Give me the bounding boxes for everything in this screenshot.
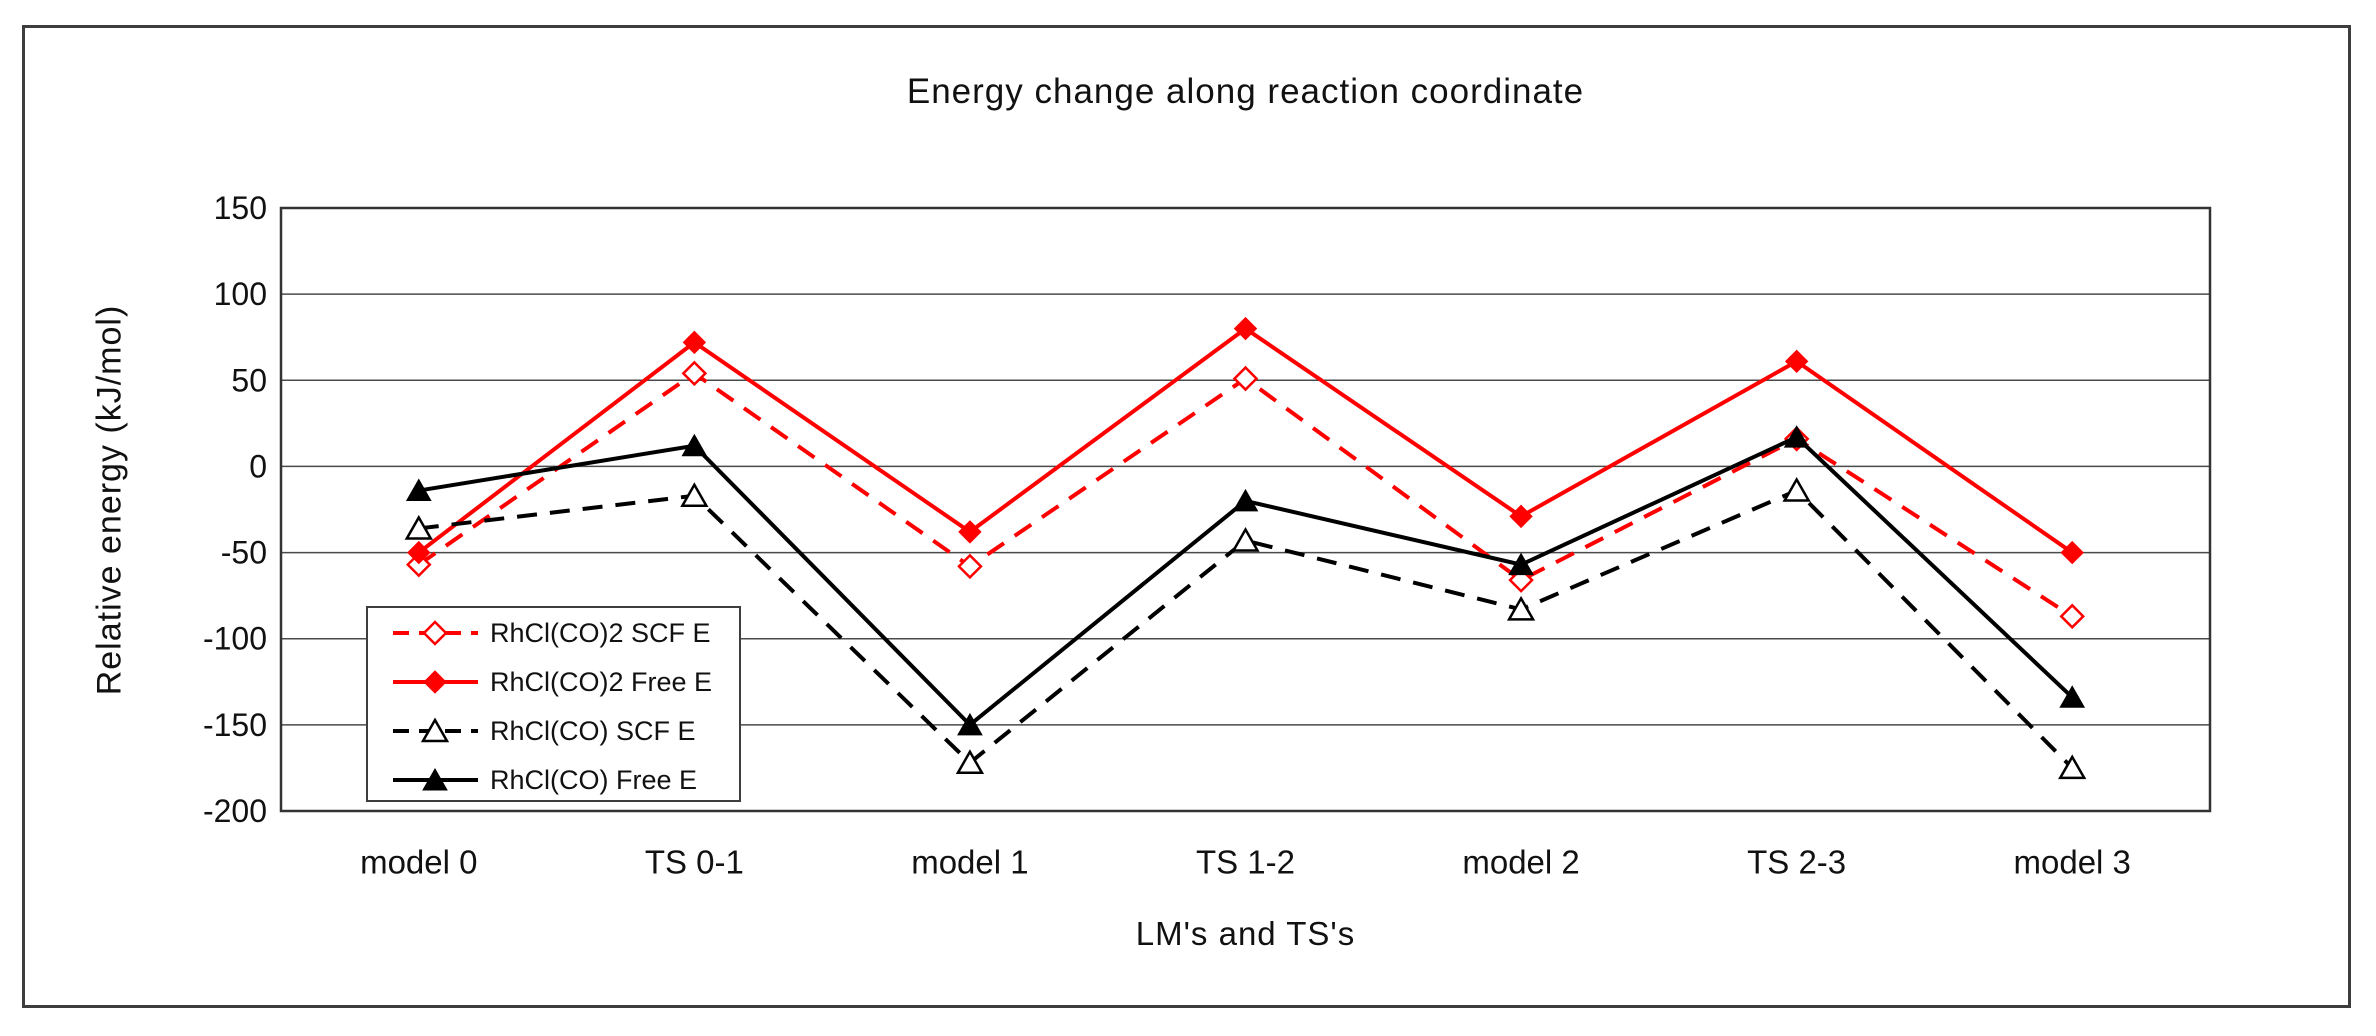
series-3-point-marker bbox=[1508, 552, 1534, 576]
series-0-point-marker bbox=[1232, 365, 1259, 392]
series-3-point-marker bbox=[2059, 685, 2086, 708]
x-tick-label: model 3 bbox=[2014, 844, 2131, 881]
series-line-1 bbox=[417, 326, 2074, 555]
series-2-point-marker bbox=[1231, 526, 1260, 552]
series-2-point-marker bbox=[955, 749, 985, 775]
series-1-point-marker bbox=[1233, 316, 1258, 341]
x-tick-label: TS 2-3 bbox=[1747, 844, 1846, 881]
y-tick-label: -200 bbox=[203, 793, 267, 829]
legend-marker bbox=[420, 717, 450, 743]
y-tick-label: 150 bbox=[214, 190, 267, 226]
legend-marker bbox=[422, 767, 448, 791]
series-1-point-marker bbox=[1509, 504, 1533, 529]
y-tick-label: -150 bbox=[203, 707, 267, 743]
x-tick-label: TS 0-1 bbox=[645, 844, 744, 881]
series-3-point-marker bbox=[681, 433, 708, 457]
x-tick-label: model 1 bbox=[911, 844, 1028, 881]
plot-border bbox=[279, 206, 2212, 813]
legend-label: RhCl(CO) SCF E bbox=[490, 716, 696, 746]
series-0-point-marker bbox=[2059, 603, 2085, 630]
series-3-point-marker bbox=[1783, 425, 1810, 448]
series-1-point-marker bbox=[2060, 540, 2084, 565]
series-3-point-marker bbox=[405, 478, 432, 502]
y-tick-label: 100 bbox=[214, 276, 267, 312]
series-2-point-marker bbox=[404, 514, 433, 540]
series-1-point-marker bbox=[682, 330, 707, 355]
series-2-point-marker bbox=[1506, 595, 1536, 621]
legend-marker bbox=[423, 670, 447, 694]
series-1-point-marker bbox=[958, 520, 982, 544]
legend-label: RhCl(CO)2 Free E bbox=[490, 667, 712, 697]
chart-title: Energy change along reaction coordinate bbox=[906, 72, 1585, 111]
y-tick-label: -50 bbox=[221, 535, 267, 571]
series-0-point-marker bbox=[681, 360, 708, 387]
series-3-point-marker bbox=[957, 712, 983, 736]
series-2-point-marker bbox=[2058, 754, 2087, 780]
y-tick-label: 50 bbox=[231, 362, 267, 398]
series-2-point-marker bbox=[680, 482, 709, 507]
series-1-point-marker bbox=[407, 540, 431, 565]
series-0-point-marker bbox=[957, 553, 983, 580]
series-2-point-marker bbox=[1782, 477, 1811, 502]
legend-label: RhCl(CO) Free E bbox=[490, 765, 697, 795]
x-tick-label: TS 1-2 bbox=[1196, 844, 1295, 881]
legend-marker bbox=[422, 620, 448, 646]
y-tick-label: -100 bbox=[203, 621, 267, 657]
series-1-point-marker bbox=[1784, 349, 1809, 374]
legend-label: RhCl(CO)2 SCF E bbox=[490, 618, 711, 648]
y-tick-label: 0 bbox=[249, 448, 267, 484]
figure-border bbox=[22, 25, 2351, 1008]
x-tick-label: model 2 bbox=[1462, 844, 1579, 881]
x-tick-label: model 0 bbox=[360, 844, 477, 881]
x-axis-title: LM's and TS's bbox=[1135, 915, 1356, 952]
series-3-point-marker bbox=[1232, 488, 1259, 512]
series-0-point-marker bbox=[406, 551, 432, 578]
